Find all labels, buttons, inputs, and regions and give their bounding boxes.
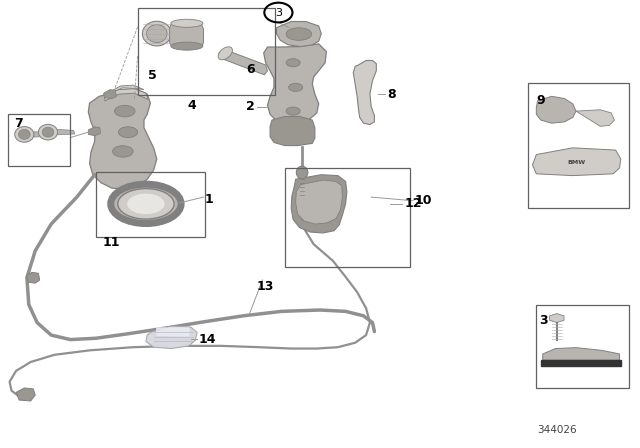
Polygon shape xyxy=(27,272,40,283)
Bar xyxy=(528,83,629,208)
Ellipse shape xyxy=(143,22,172,46)
Polygon shape xyxy=(58,129,75,135)
Ellipse shape xyxy=(286,107,300,115)
Text: 10: 10 xyxy=(415,194,432,207)
Ellipse shape xyxy=(19,129,30,139)
Ellipse shape xyxy=(171,42,203,50)
Ellipse shape xyxy=(118,127,138,138)
Text: 4: 4 xyxy=(188,99,196,112)
Ellipse shape xyxy=(113,146,133,157)
Polygon shape xyxy=(88,90,157,189)
Ellipse shape xyxy=(38,124,58,140)
Bar xyxy=(536,305,629,388)
Ellipse shape xyxy=(111,184,181,224)
Ellipse shape xyxy=(286,28,312,40)
Polygon shape xyxy=(276,22,321,47)
Bar xyxy=(138,8,275,95)
Polygon shape xyxy=(270,116,315,146)
Text: 3: 3 xyxy=(275,8,282,17)
Text: 14: 14 xyxy=(198,332,216,346)
Text: 3: 3 xyxy=(539,314,547,327)
Ellipse shape xyxy=(296,166,308,179)
Text: 7: 7 xyxy=(14,117,23,130)
Text: 9: 9 xyxy=(536,94,545,107)
Ellipse shape xyxy=(42,127,54,137)
Text: 13: 13 xyxy=(257,280,275,293)
Text: 8: 8 xyxy=(387,87,396,101)
Text: 1: 1 xyxy=(205,193,214,206)
Ellipse shape xyxy=(289,83,303,91)
Polygon shape xyxy=(532,148,621,176)
Polygon shape xyxy=(104,89,148,101)
Polygon shape xyxy=(353,60,376,125)
Polygon shape xyxy=(264,44,326,125)
Polygon shape xyxy=(104,90,116,99)
Ellipse shape xyxy=(218,47,232,60)
Polygon shape xyxy=(550,314,564,323)
Polygon shape xyxy=(170,23,204,47)
Polygon shape xyxy=(16,388,35,401)
Ellipse shape xyxy=(147,25,167,43)
Polygon shape xyxy=(576,110,614,126)
Ellipse shape xyxy=(118,189,174,219)
Text: 12: 12 xyxy=(404,197,422,211)
Text: 11: 11 xyxy=(102,236,120,249)
Polygon shape xyxy=(146,326,197,349)
Ellipse shape xyxy=(115,105,135,117)
Ellipse shape xyxy=(171,19,203,27)
Ellipse shape xyxy=(286,59,300,67)
Text: 6: 6 xyxy=(246,63,255,76)
Polygon shape xyxy=(291,175,347,233)
Bar xyxy=(8,114,70,166)
Text: 344026: 344026 xyxy=(537,425,577,435)
Bar xyxy=(285,168,410,267)
Polygon shape xyxy=(296,180,342,224)
Text: 5: 5 xyxy=(148,69,157,82)
Polygon shape xyxy=(108,85,144,93)
Text: BMW: BMW xyxy=(567,159,585,165)
Bar xyxy=(96,172,205,237)
Polygon shape xyxy=(34,132,51,137)
Polygon shape xyxy=(543,348,620,360)
Polygon shape xyxy=(219,49,268,75)
Polygon shape xyxy=(536,96,576,123)
Polygon shape xyxy=(541,360,621,366)
Text: 2: 2 xyxy=(246,100,255,113)
Ellipse shape xyxy=(127,193,165,215)
Polygon shape xyxy=(88,127,100,136)
Ellipse shape xyxy=(15,126,34,142)
Polygon shape xyxy=(157,328,189,336)
